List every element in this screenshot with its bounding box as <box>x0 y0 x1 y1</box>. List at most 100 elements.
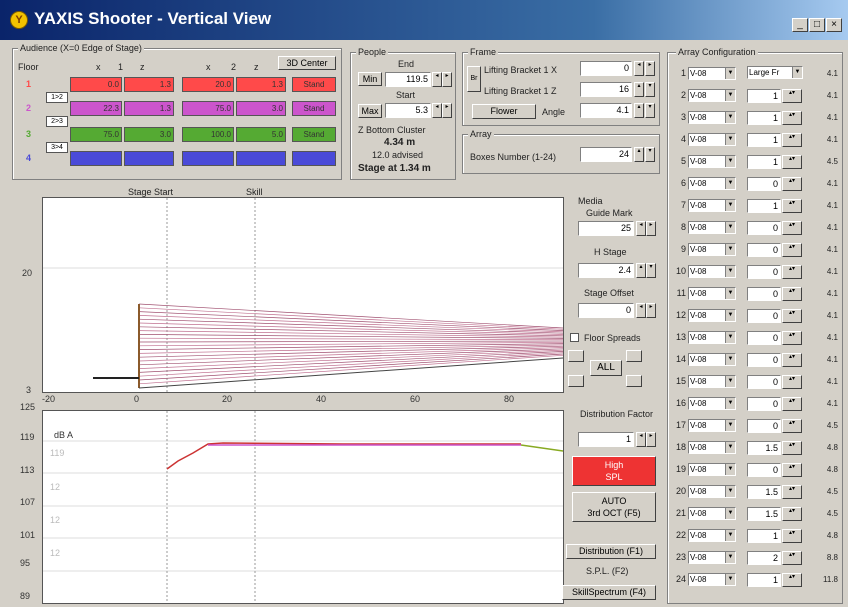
angle-spin[interactable]: ▴▾ <box>782 551 802 565</box>
3d-center-button[interactable]: 3D Center <box>278 56 336 70</box>
box-type-select[interactable]: V-08 ▼ <box>688 111 736 124</box>
spl-plot[interactable] <box>42 410 564 604</box>
offset-input[interactable]: 0 <box>578 303 634 318</box>
floor-x1-input[interactable] <box>70 151 122 166</box>
floor-z1-input[interactable] <box>124 151 174 166</box>
angle-spin-up[interactable]: ▴ <box>634 103 644 118</box>
angle-input[interactable]: 0 <box>747 375 781 389</box>
floor-x1-input[interactable]: 0.0 <box>70 77 122 92</box>
box-type-select[interactable]: V-08 ▼ <box>688 573 736 586</box>
minimize-button[interactable]: _ <box>792 18 808 32</box>
angle-spin[interactable]: ▴▾ <box>782 507 802 521</box>
high-spl-button[interactable]: High SPL <box>572 456 656 486</box>
floor-z1-input[interactable]: 1.3 <box>124 101 174 116</box>
hstage-spin-down[interactable]: ▾ <box>646 263 656 278</box>
floor-x1-input[interactable]: 75.0 <box>70 127 122 142</box>
default-type-select[interactable]: Large Fr ▼ <box>747 66 803 79</box>
start-spin-right[interactable]: ▸ <box>442 103 452 118</box>
copy-floor-button[interactable]: 1>2 <box>46 92 68 103</box>
offset-spin-left[interactable]: ◂ <box>636 303 646 318</box>
angle-input[interactable]: 0 <box>747 265 781 279</box>
floor-z2-input[interactable]: 3.0 <box>236 101 286 116</box>
factor-input[interactable]: 1 <box>578 432 634 447</box>
angle-input[interactable]: 0 <box>747 309 781 323</box>
angle-spin[interactable]: ▴▾ <box>782 155 802 169</box>
stand-button[interactable] <box>292 151 336 166</box>
angle-input[interactable]: 1 <box>747 111 781 125</box>
start-spin-left[interactable]: ◂ <box>432 103 442 118</box>
box-type-select[interactable]: V-08 ▼ <box>688 133 736 146</box>
angle-spin[interactable]: ▴▾ <box>782 375 802 389</box>
angle-input[interactable]: 0 <box>747 419 781 433</box>
lb1-spin-left[interactable]: ◂ <box>634 61 644 76</box>
box-type-select[interactable]: V-08 ▼ <box>688 287 736 300</box>
boxes-input[interactable]: 24 <box>580 147 632 162</box>
end-spin-right[interactable]: ▸ <box>442 72 452 87</box>
angle-input[interactable]: 0 <box>747 397 781 411</box>
angle-spin[interactable]: ▴▾ <box>782 463 802 477</box>
angle-spin[interactable]: ▴▾ <box>782 221 802 235</box>
boxes-spin-up[interactable]: ▴ <box>634 147 644 162</box>
hstage-input[interactable]: 2.4 <box>578 263 634 278</box>
copy-floor-button[interactable]: 2>3 <box>46 116 68 127</box>
box-type-select[interactable]: V-08 ▼ <box>688 265 736 278</box>
angle-input[interactable]: 1 <box>747 133 781 147</box>
angle-spin[interactable]: ▴▾ <box>782 89 802 103</box>
max-button[interactable]: Max <box>358 104 382 118</box>
corner-button-br[interactable] <box>626 375 642 387</box>
box-type-select[interactable]: V-08 ▼ <box>688 375 736 388</box>
angle-spin[interactable]: ▴▾ <box>782 573 802 587</box>
lb2-input[interactable]: 16 <box>580 82 632 97</box>
floor-x1-input[interactable]: 22.3 <box>70 101 122 116</box>
floor-x2-input[interactable] <box>182 151 234 166</box>
angle-input[interactable]: 0 <box>747 353 781 367</box>
floor-z2-input[interactable]: 5.0 <box>236 127 286 142</box>
angle-spin[interactable]: ▴▾ <box>782 529 802 543</box>
box-type-select[interactable]: V-08 ▼ <box>688 529 736 542</box>
angle-input[interactable]: 0 <box>747 463 781 477</box>
angle-input[interactable]: 4.1 <box>580 103 632 118</box>
angle-spin[interactable]: ▴▾ <box>782 353 802 367</box>
floor-z2-input[interactable] <box>236 151 286 166</box>
angle-spin[interactable]: ▴▾ <box>782 199 802 213</box>
spectrum-button[interactable]: SkillSpectrum (F4) <box>562 585 656 600</box>
angle-spin[interactable]: ▴▾ <box>782 287 802 301</box>
angle-input[interactable]: 1.5 <box>747 485 781 499</box>
angle-input[interactable]: 2 <box>747 551 781 565</box>
lb2-spin-up[interactable]: ▴ <box>634 82 644 97</box>
close-button[interactable]: × <box>826 18 842 32</box>
box-type-select[interactable]: V-08 ▼ <box>688 353 736 366</box>
angle-spin[interactable]: ▴▾ <box>782 309 802 323</box>
floor-x2-input[interactable]: 20.0 <box>182 77 234 92</box>
offset-spin-right[interactable]: ▸ <box>646 303 656 318</box>
box-type-select[interactable]: V-08 ▼ <box>688 551 736 564</box>
floor-x2-input[interactable]: 75.0 <box>182 101 234 116</box>
box-type-select[interactable]: V-08 ▼ <box>688 177 736 190</box>
maximize-button[interactable]: □ <box>809 18 825 32</box>
box-type-select[interactable]: V-08 ▼ <box>688 419 736 432</box>
angle-input[interactable]: 0 <box>747 243 781 257</box>
corner-button-bl[interactable] <box>568 375 584 387</box>
corner-button-tr[interactable] <box>626 350 642 362</box>
factor-spin-right[interactable]: ▸ <box>646 432 656 447</box>
angle-input[interactable]: 0 <box>747 221 781 235</box>
box-type-select[interactable]: V-08 ▼ <box>688 331 736 344</box>
box-type-select[interactable]: V-08 ▼ <box>688 397 736 410</box>
spl-button[interactable]: S.P.L. (F2) <box>586 566 629 576</box>
angle-spin[interactable]: ▴▾ <box>782 243 802 257</box>
stand-button[interactable]: Stand <box>292 101 336 116</box>
angle-input[interactable]: 1 <box>747 155 781 169</box>
floor-z2-input[interactable]: 1.3 <box>236 77 286 92</box>
guide-spin-right[interactable]: ▸ <box>646 221 656 236</box>
copy-floor-button[interactable]: 3>4 <box>46 142 68 153</box>
angle-input[interactable]: 1.5 <box>747 507 781 521</box>
angle-spin[interactable]: ▴▾ <box>782 177 802 191</box>
distribution-button[interactable]: Distribution (F1) <box>566 544 656 559</box>
box-type-select[interactable]: V-08 ▼ <box>688 243 736 256</box>
corner-button-tl[interactable] <box>568 350 584 362</box>
lb1-spin-right[interactable]: ▸ <box>645 61 655 76</box>
box-type-select[interactable]: V-08 ▼ <box>688 507 736 520</box>
floor-x2-input[interactable]: 100.0 <box>182 127 234 142</box>
guide-spin-left[interactable]: ◂ <box>636 221 646 236</box>
factor-spin-left[interactable]: ◂ <box>636 432 646 447</box>
